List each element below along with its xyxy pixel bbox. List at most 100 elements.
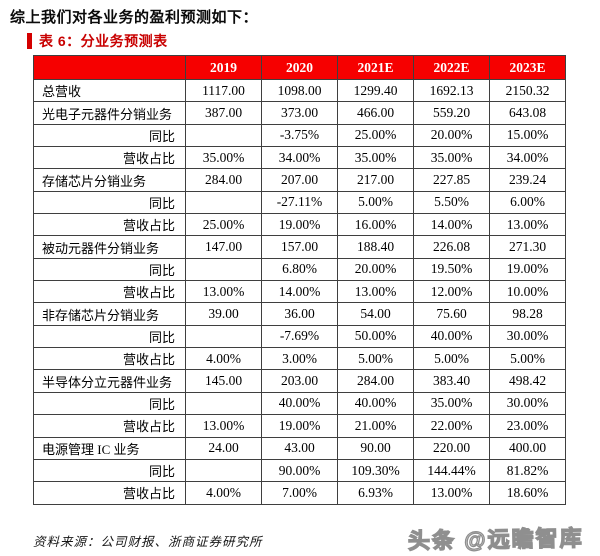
cell-value: 1117.00	[185, 78, 262, 103]
cell-value: 5.00%	[337, 347, 414, 371]
cell-value: 81.82%	[489, 458, 566, 483]
cell-value: 226.08	[413, 235, 490, 259]
cell-value: 13.00%	[185, 280, 262, 304]
cell-value: 35.00%	[337, 146, 414, 170]
cell-value: 20.00%	[337, 257, 414, 282]
cell-value: 643.08	[489, 101, 566, 125]
cell-value: 239.24	[489, 168, 566, 192]
cell-value: 24.00	[185, 436, 262, 460]
cell-value: 284.00	[185, 168, 262, 192]
cell-value: 25.00%	[337, 123, 414, 148]
cell-value: 373.00	[261, 101, 338, 125]
cell-value: 34.00%	[261, 146, 338, 170]
watermark: 头条 @远瞻智库	[408, 525, 585, 554]
cell-value: 5.00%	[337, 190, 414, 215]
cell-value: 75.60	[413, 302, 490, 326]
row-label: 电源管理 IC 业务	[33, 436, 186, 460]
cell-value: 157.00	[261, 235, 338, 259]
table-caption-row: 表 6：分业务预测表	[27, 31, 168, 51]
source-note: 资料来源：公司财报、浙商证券研究所	[33, 535, 263, 549]
cell-value: 18.60%	[489, 481, 566, 505]
table-row: 光电子元器件分销业务 387.00 373.00 466.00 559.20 643.08	[33, 101, 566, 125]
cell-value: -27.11%	[261, 190, 338, 215]
cell-value: -3.75%	[261, 123, 338, 148]
cell-value: 25.00%	[185, 213, 262, 237]
cell-value: 54.00	[337, 302, 414, 326]
table-row: 总营收 1117.00 1098.00 1299.40 1692.13 2150.32	[33, 78, 566, 103]
cell-value: -7.69%	[261, 324, 338, 349]
table-row: 半导体分立元器件业务 145.00 203.00 284.00 383.40 498.42	[33, 369, 566, 393]
cell-value: 22.00%	[413, 414, 490, 438]
cell-value: 466.00	[337, 101, 414, 125]
cell-value: 16.00%	[337, 213, 414, 237]
row-label: 同比	[33, 458, 186, 483]
header-year-cell: 2022E	[413, 55, 490, 80]
cell-value: 30.00%	[489, 391, 566, 416]
cell-value: 1098.00	[261, 78, 338, 103]
row-label: 同比	[33, 190, 186, 215]
header-year-cell: 2019	[185, 55, 262, 80]
row-label: 总营收	[33, 78, 186, 103]
table-row: 同比 -7.69% 50.00% 40.00% 30.00%	[33, 324, 566, 349]
cell-value: 13.00%	[185, 414, 262, 438]
cell-value: 20.00%	[413, 123, 490, 148]
cell-value: 2150.32	[489, 78, 566, 103]
cell-value: 1692.13	[413, 78, 490, 103]
cell-value: 39.00	[185, 302, 262, 326]
cell-value: 23.00%	[489, 414, 566, 438]
row-label: 光电子元器件分销业务	[33, 101, 186, 125]
cell-value: 284.00	[337, 369, 414, 393]
table-row: 同比 -3.75% 25.00% 20.00% 15.00%	[33, 123, 566, 148]
cell-value: 147.00	[185, 235, 262, 259]
table-row: 同比 40.00% 40.00% 35.00% 30.00%	[33, 391, 566, 416]
cell-value: 109.30%	[337, 458, 414, 483]
cell-value: 6.00%	[489, 190, 566, 215]
cell-value	[185, 458, 262, 483]
cell-value: 559.20	[413, 101, 490, 125]
cell-value: 6.80%	[261, 257, 338, 282]
row-label: 营收占比	[33, 213, 186, 237]
cell-value: 30.00%	[489, 324, 566, 349]
cell-value: 35.00%	[413, 391, 490, 416]
cell-value: 1299.40	[337, 78, 414, 103]
row-label: 营收占比	[33, 280, 186, 304]
cell-value: 35.00%	[185, 146, 262, 170]
table-row: 营收占比 25.00% 19.00% 16.00% 14.00% 13.00%	[33, 213, 566, 237]
table-header-row: 2019 2020 2021E 2022E 2023E	[33, 55, 566, 80]
cell-value: 188.40	[337, 235, 414, 259]
table-row: 电源管理 IC 业务 24.00 43.00 90.00 220.00 400.00	[33, 436, 566, 460]
cell-value: 50.00%	[337, 324, 414, 349]
table-row: 同比 90.00% 109.30% 144.44% 81.82%	[33, 458, 566, 483]
cell-value: 34.00%	[489, 146, 566, 170]
cell-value: 217.00	[337, 168, 414, 192]
cell-value: 13.00%	[489, 213, 566, 237]
cell-value: 15.00%	[489, 123, 566, 148]
table-row: 营收占比 4.00% 3.00% 5.00% 5.00% 5.00%	[33, 347, 566, 371]
cell-value: 3.00%	[261, 347, 338, 371]
cell-value: 40.00%	[413, 324, 490, 349]
table-row: 营收占比 4.00% 7.00% 6.93% 13.00% 18.60%	[33, 481, 566, 505]
table-row: 被动元器件分销业务 147.00 157.00 188.40 226.08 271.30	[33, 235, 566, 259]
cell-value: 40.00%	[261, 391, 338, 416]
row-label: 同比	[33, 391, 186, 416]
cell-value: 387.00	[185, 101, 262, 125]
cell-value: 5.00%	[489, 347, 566, 371]
header-year-cell: 2020	[261, 55, 338, 80]
row-label: 营收占比	[33, 146, 186, 170]
row-label: 存储芯片分销业务	[33, 168, 186, 192]
cell-value	[185, 257, 262, 282]
row-label: 同比	[33, 324, 186, 349]
cell-value: 13.00%	[337, 280, 414, 304]
cell-value: 40.00%	[337, 391, 414, 416]
cell-value: 144.44%	[413, 458, 490, 483]
cell-value: 498.42	[489, 369, 566, 393]
cell-value: 98.28	[489, 302, 566, 326]
cell-value: 90.00	[337, 436, 414, 460]
page-title: 综上我们对各业务的盈利预测如下：	[10, 10, 259, 26]
header-label-cell	[33, 55, 186, 80]
row-label: 非存储芯片分销业务	[33, 302, 186, 326]
cell-value: 12.00%	[413, 280, 490, 304]
cell-value: 90.00%	[261, 458, 338, 483]
row-label: 营收占比	[33, 414, 186, 438]
cell-value: 36.00	[261, 302, 338, 326]
